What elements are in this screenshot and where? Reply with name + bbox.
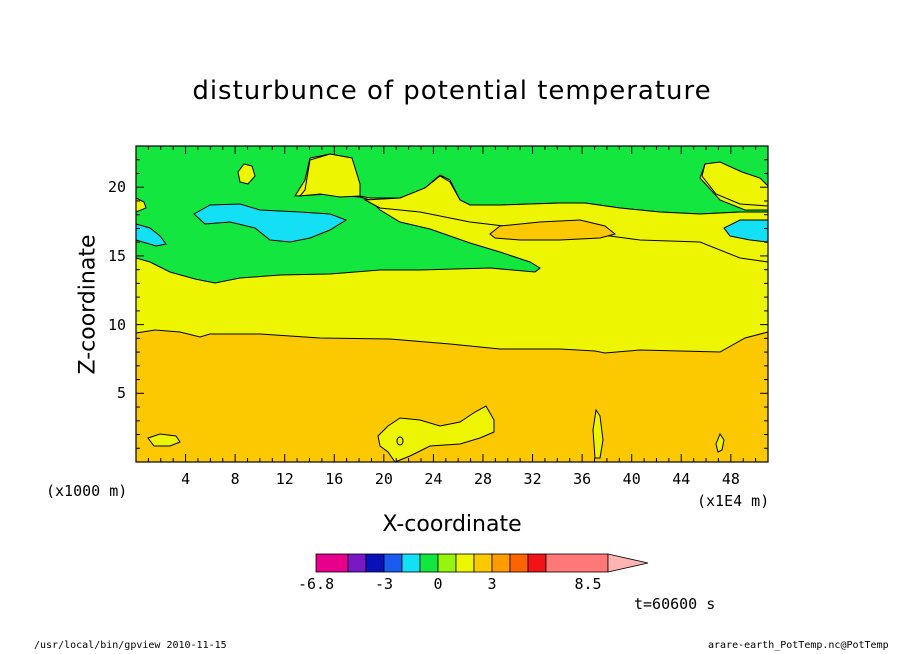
x-tick-label: 4: [181, 470, 191, 488]
x-scale-note: (x1E4 m): [697, 492, 770, 510]
axis-ticks: [136, 146, 768, 462]
x-tick-label: 24: [424, 470, 443, 488]
patch-yellow-bottom-2: [377, 405, 495, 463]
footer-right: arare-earth_PotTemp.nc@PotTemp: [708, 640, 889, 651]
colorbar-swatch: [315, 553, 349, 573]
colorbar-tick-label: 0: [433, 575, 443, 593]
colorbar-swatch: [383, 553, 403, 573]
chart-title: disturbunce of potential temperature: [192, 76, 712, 106]
patch-yellow-top: [298, 153, 361, 198]
colorbar-swatch: [509, 553, 529, 573]
x-unit-note: (x1000 m): [46, 482, 128, 500]
colorbar-swatch: [365, 553, 385, 573]
y-tick-label: 5: [117, 384, 127, 403]
x-tick-label: 20: [374, 470, 393, 488]
x-tick-label: 12: [275, 470, 294, 488]
plot-frame: [135, 145, 769, 463]
x-tick-label: 8: [230, 470, 240, 488]
colorbar-swatch: [419, 553, 439, 573]
patch-cyan-center: [193, 203, 348, 243]
y-tick-label: 20: [108, 178, 127, 197]
colorbar-swatch: [437, 553, 457, 573]
patch-yellow-bottom-4: [715, 432, 725, 453]
x-tick-label: 40: [622, 470, 641, 488]
patch-yellow-right: [701, 161, 769, 207]
patch-yellow-bottom-1: [147, 433, 181, 447]
x-tick-label: 48: [721, 470, 740, 488]
patch-orange-upper: [489, 219, 617, 241]
colorbar-swatch: [545, 553, 609, 573]
colorbar-tick-label: -6.8: [298, 575, 335, 593]
contour-small: [396, 436, 404, 446]
x-tick-label: 36: [573, 470, 592, 488]
colorbar-swatch: [347, 553, 367, 573]
colorbar: [315, 553, 649, 573]
y-tick-label: 10: [108, 315, 127, 334]
colorbar-extend-arrow: [607, 553, 649, 573]
x-axis-label: X-coordinate: [382, 512, 522, 537]
colorbar-tick-label: -3: [375, 575, 394, 593]
colorbar-swatch: [455, 553, 475, 573]
x-tick-label: 16: [325, 470, 344, 488]
x-tick-label: 28: [473, 470, 493, 488]
colorbar-tick-label: 8.5: [574, 575, 602, 593]
x-tick-label: 44: [672, 470, 691, 488]
patch-yellow-left: [237, 163, 256, 185]
time-label: t=60600 s: [634, 595, 716, 613]
x-tick-label: 32: [523, 470, 542, 488]
colorbar-swatch: [473, 553, 493, 573]
y-axis-label: Z-coordinate: [75, 234, 101, 375]
footer-left: /usr/local/bin/gpview 2010-11-15: [34, 640, 227, 651]
colorbar-tick-label: 3: [487, 575, 497, 593]
colorbar-swatch: [491, 553, 511, 573]
y-tick-label: 15: [108, 246, 127, 265]
colorbar-swatch: [527, 553, 547, 573]
colorbar-swatch: [401, 553, 421, 573]
